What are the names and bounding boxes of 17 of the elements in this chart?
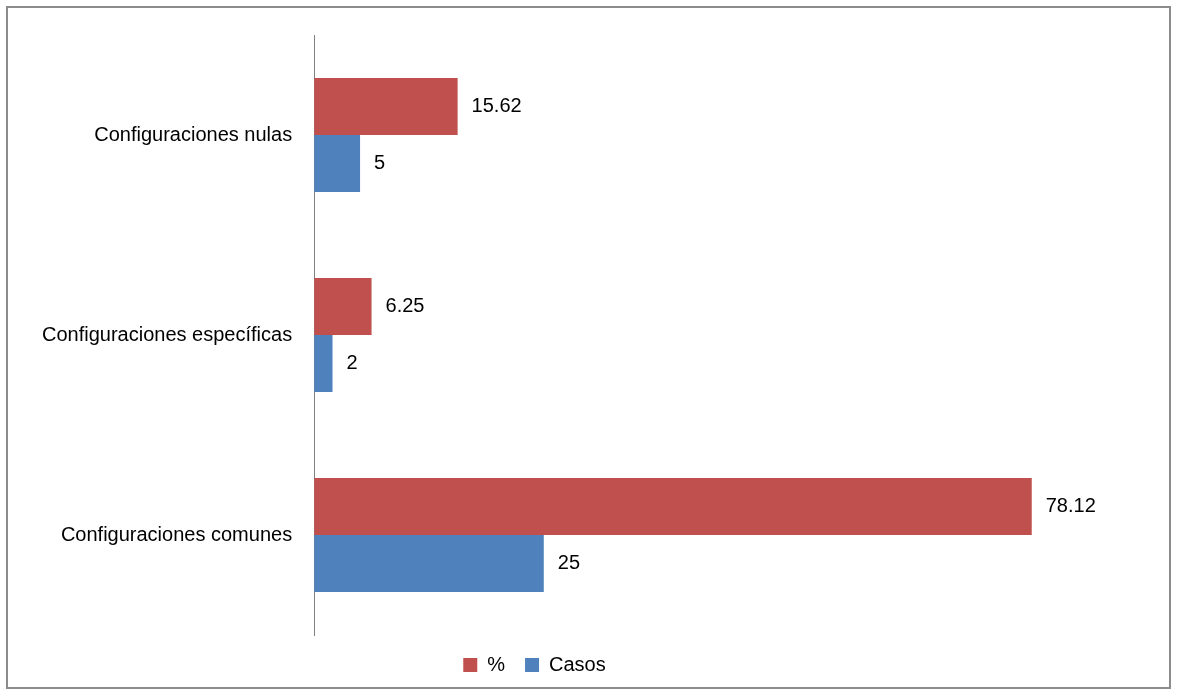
y-tick-label: Configuraciones comunes	[60, 522, 293, 545]
data-label: 15.62	[471, 94, 522, 117]
data-label: 5	[374, 151, 386, 174]
y-tick-label: Configuraciones específicas	[42, 322, 293, 345]
bar	[314, 278, 372, 335]
data-label: 25	[557, 551, 581, 574]
bar	[314, 335, 333, 392]
data-label: 6.25	[385, 294, 425, 317]
bar	[314, 478, 1032, 535]
data-label: 78.12	[1045, 494, 1096, 517]
legend-label: Casos	[549, 652, 606, 675]
bar	[314, 78, 458, 135]
data-label: 2	[346, 351, 358, 374]
y-tick-label: Configuraciones nulas	[94, 122, 293, 145]
bar	[314, 535, 544, 592]
legend-label: %	[487, 652, 506, 675]
bar	[314, 135, 361, 192]
